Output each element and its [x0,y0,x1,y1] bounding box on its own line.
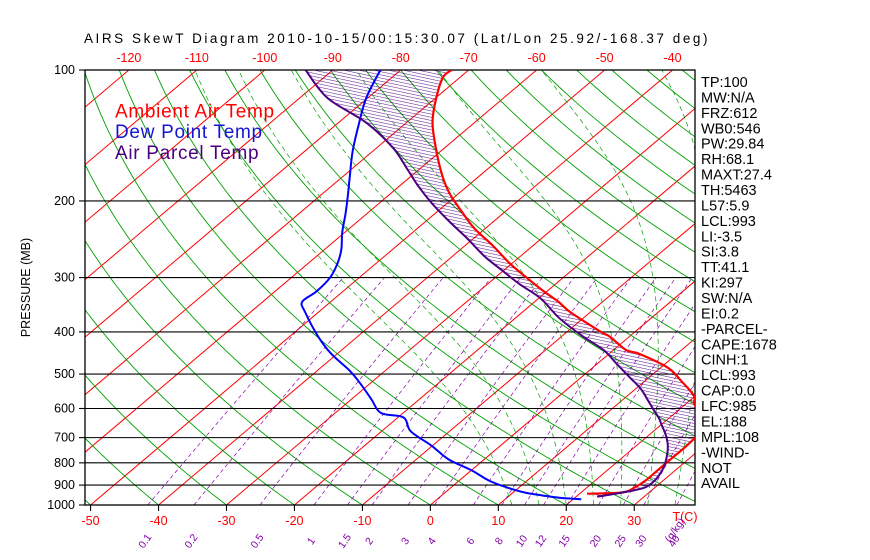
svg-text:-110: -110 [185,51,209,65]
svg-text:600: 600 [54,402,75,416]
svg-text:WB0:546: WB0:546 [701,121,761,137]
svg-text:0: 0 [427,514,434,528]
svg-text:-90: -90 [324,51,342,65]
svg-text:NOT: NOT [701,461,732,477]
svg-text:KI:297: KI:297 [701,276,743,292]
svg-text:LFC:985: LFC:985 [701,399,757,415]
svg-text:900: 900 [54,478,75,492]
svg-text:LI:-3.5: LI:-3.5 [701,229,742,245]
svg-text:-PARCEL-: -PARCEL- [701,322,768,338]
svg-text:0.1: 0.1 [136,532,154,551]
svg-text:15: 15 [556,533,573,550]
svg-text:20: 20 [559,514,573,528]
svg-text:MW:N/A: MW:N/A [701,90,755,106]
svg-text:-WIND-: -WIND- [701,445,749,461]
svg-text:500: 500 [54,367,75,381]
svg-text:3: 3 [399,535,412,547]
svg-text:FRZ:612: FRZ:612 [701,106,757,122]
svg-text:L57:5.9: L57:5.9 [701,198,749,214]
svg-text:RH:68.1: RH:68.1 [701,152,754,168]
svg-text:MAXT:27.4: MAXT:27.4 [701,168,772,184]
svg-text:CAPE:1678: CAPE:1678 [701,337,777,353]
svg-text:10: 10 [491,514,505,528]
svg-text:6: 6 [464,535,477,547]
svg-text:-50: -50 [82,514,100,528]
svg-text:LCL:993: LCL:993 [701,214,756,230]
svg-text:100: 100 [54,63,75,77]
svg-text:CAP:0.0: CAP:0.0 [701,384,755,400]
svg-text:MPL:108: MPL:108 [701,430,759,446]
svg-text:1.5: 1.5 [336,532,354,551]
svg-text:30: 30 [633,533,650,550]
svg-text:(g/kg): (g/kg) [663,516,688,545]
svg-text:12: 12 [533,533,550,550]
svg-text:Dew Point Temp: Dew Point Temp [115,122,263,143]
svg-text:-10: -10 [353,514,371,528]
svg-text:-20: -20 [285,514,303,528]
svg-text:-60: -60 [528,51,546,65]
svg-text:AVAIL: AVAIL [701,476,740,492]
svg-text:4: 4 [425,535,438,547]
svg-text:25: 25 [612,533,629,550]
svg-text:30: 30 [627,514,641,528]
svg-text:8: 8 [493,535,506,547]
svg-text:-30: -30 [217,514,235,528]
svg-text:-70: -70 [460,51,478,65]
svg-text:1: 1 [305,535,318,547]
svg-text:SI:3.8: SI:3.8 [701,245,739,261]
svg-text:2: 2 [363,535,376,547]
svg-text:400: 400 [54,325,75,339]
svg-text:PW:29.84: PW:29.84 [701,137,764,153]
svg-text:-120: -120 [116,51,141,65]
svg-text:AIRS SkewT Diagram 2010-10-15: AIRS SkewT Diagram 2010-10-15/00:15:30.0… [84,31,710,46]
svg-text:-40: -40 [664,51,682,65]
svg-text:700: 700 [54,431,75,445]
svg-text:300: 300 [54,271,75,285]
svg-text:Ambient Air Temp: Ambient Air Temp [115,102,275,123]
svg-text:800: 800 [54,456,75,470]
svg-text:TP:100: TP:100 [701,75,748,91]
svg-text:0.2: 0.2 [182,532,200,551]
svg-text:1000: 1000 [47,498,75,512]
svg-text:EI:0.2: EI:0.2 [701,306,739,322]
svg-text:CINH:1: CINH:1 [701,353,749,369]
svg-text:200: 200 [54,194,75,208]
svg-text:SW:N/A: SW:N/A [701,291,753,307]
svg-text:EL:188: EL:188 [701,414,747,430]
svg-text:Air Parcel Temp: Air Parcel Temp [115,143,259,164]
svg-text:PRESSURE (MB): PRESSURE (MB) [19,238,33,337]
svg-text:TH:5463: TH:5463 [701,183,757,199]
svg-text:-40: -40 [149,514,167,528]
svg-text:20: 20 [588,533,605,550]
svg-text:-100: -100 [252,51,277,65]
svg-text:TT:41.1: TT:41.1 [701,260,749,276]
svg-text:0.5: 0.5 [248,532,266,551]
svg-text:LCL:993: LCL:993 [701,368,756,384]
svg-text:-80: -80 [392,51,410,65]
svg-text:-50: -50 [596,51,614,65]
svg-text:10: 10 [514,533,531,550]
